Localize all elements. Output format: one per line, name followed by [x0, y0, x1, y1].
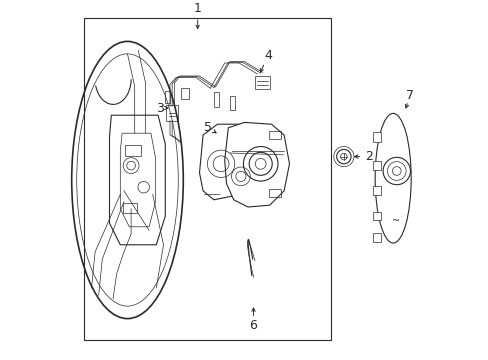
FancyBboxPatch shape: [372, 233, 381, 242]
Text: 3: 3: [156, 102, 163, 114]
Text: 4: 4: [264, 49, 271, 62]
FancyBboxPatch shape: [372, 212, 381, 220]
FancyBboxPatch shape: [372, 186, 381, 195]
Text: 2: 2: [364, 150, 372, 163]
Text: 1: 1: [193, 3, 201, 15]
FancyBboxPatch shape: [372, 161, 381, 170]
Polygon shape: [224, 122, 289, 207]
Text: 5: 5: [204, 121, 212, 134]
Text: 6: 6: [249, 319, 257, 332]
FancyBboxPatch shape: [372, 132, 381, 141]
Circle shape: [336, 149, 350, 164]
Bar: [84, 18, 330, 340]
Text: ~: ~: [391, 216, 399, 226]
Text: 7: 7: [405, 89, 413, 102]
Ellipse shape: [374, 113, 410, 243]
Polygon shape: [199, 124, 247, 200]
